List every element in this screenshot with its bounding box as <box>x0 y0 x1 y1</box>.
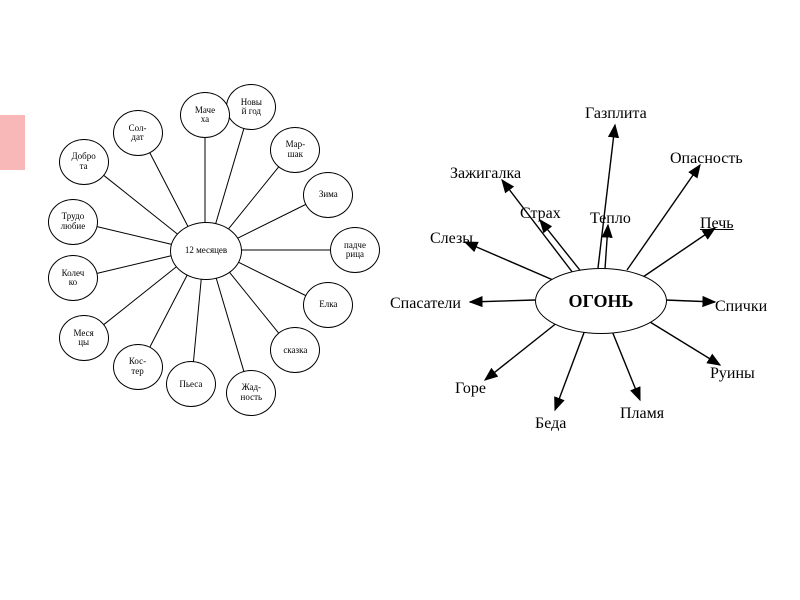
right-node-label: Руины <box>710 365 755 383</box>
left-cluster: 12 месяцев Новы й год Мар- шак Зима падче р… <box>35 60 375 440</box>
right-node-label: Опасность <box>670 150 743 168</box>
left-node-label: Маче ха <box>195 106 215 125</box>
left-node-label: Пьеса <box>179 380 202 389</box>
left-node: Добро та <box>59 139 109 185</box>
left-center-node: 12 месяцев <box>170 222 242 280</box>
pink-accent-bar <box>0 115 25 170</box>
left-node-label: Елка <box>319 300 337 309</box>
left-node: Елка <box>303 282 353 328</box>
left-node: Меся цы <box>59 315 109 361</box>
right-cluster: ОГОНЬ Газплита Зажигалка Опасность Слезы Стр… <box>390 70 790 450</box>
left-node: Жад- ность <box>226 370 276 416</box>
right-node-label: Пламя <box>620 405 664 423</box>
left-node: Маче ха <box>180 92 230 138</box>
left-node-label: Колеч ко <box>62 269 85 288</box>
left-node: Кос- тер <box>113 344 163 390</box>
left-node-label: Зима <box>319 190 338 199</box>
left-node-label: Сол- дат <box>129 124 147 143</box>
left-node: Трудо любие <box>48 199 98 245</box>
left-node-label: Трудо любие <box>61 212 86 231</box>
right-node-label: Газплита <box>585 105 647 123</box>
right-node-label: Спасатели <box>390 295 461 313</box>
left-node-label: Меся цы <box>74 329 94 348</box>
right-node-label: Печь <box>700 215 734 233</box>
left-node-label: Новы й год <box>241 98 262 117</box>
left-node: Пьеса <box>166 361 216 407</box>
right-node-label: Беда <box>535 415 566 433</box>
left-node-label: Кос- тер <box>129 357 146 376</box>
left-node-label: Жад- ность <box>241 383 263 402</box>
left-node: Колеч ко <box>48 255 98 301</box>
right-center-label: ОГОНЬ <box>569 291 634 312</box>
left-node: падче рица <box>330 227 380 273</box>
left-node-label: сказка <box>283 346 307 355</box>
right-node-label: Тепло <box>590 210 631 228</box>
left-node: Сол- дат <box>113 110 163 156</box>
right-center-node: ОГОНЬ <box>535 268 667 334</box>
diagram-canvas: 12 месяцев Новы й год Мар- шак Зима падче р… <box>0 0 800 600</box>
left-node-label: Мар- шак <box>286 140 306 159</box>
left-node-label: падче рица <box>344 241 366 260</box>
right-edges <box>390 70 790 450</box>
right-node-label: Спички <box>715 298 767 316</box>
left-node-label: Добро та <box>72 152 96 171</box>
right-node-label: Страх <box>520 205 561 223</box>
right-node-label: Зажигалка <box>450 165 521 183</box>
left-center-label: 12 месяцев <box>185 246 227 255</box>
right-node-label: Горе <box>455 380 486 398</box>
left-node: Мар- шак <box>270 127 320 173</box>
right-node-label: Слезы <box>430 230 473 248</box>
